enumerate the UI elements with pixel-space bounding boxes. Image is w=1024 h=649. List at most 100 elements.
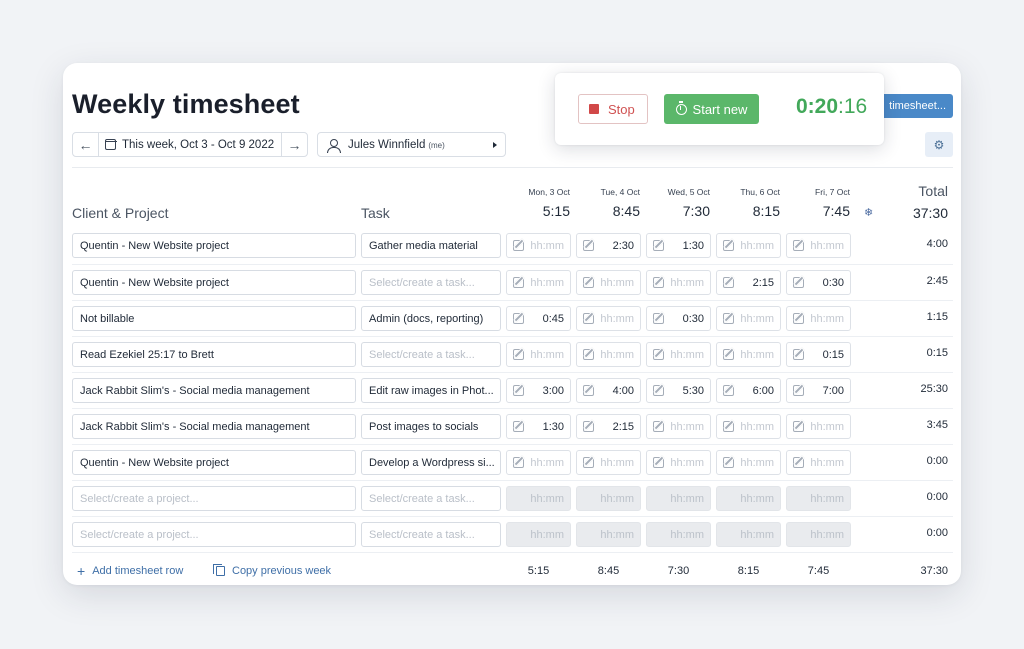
time-input[interactable]: 0:45	[506, 306, 571, 331]
time-input[interactable]: 0:30	[646, 306, 711, 331]
time-value: hh:mm	[530, 492, 564, 505]
time-input: hh:mm	[646, 486, 711, 511]
settings-button[interactable]: ⚙	[925, 132, 953, 157]
time-input[interactable]: hh:mm	[786, 306, 851, 331]
time-input[interactable]: hh:mm	[786, 450, 851, 475]
time-input[interactable]: hh:mm	[646, 270, 711, 295]
edit-icon	[653, 349, 664, 360]
project-select[interactable]: Read Ezekiel 25:17 to Brett	[72, 342, 356, 367]
time-input[interactable]: hh:mm	[646, 450, 711, 475]
time-input[interactable]: hh:mm	[716, 233, 781, 258]
time-input[interactable]: 3:00	[506, 378, 571, 403]
time-value: hh:mm	[740, 239, 774, 252]
project-select[interactable]: Jack Rabbit Slim's - Social media manage…	[72, 378, 356, 403]
grand-total: 37:30	[912, 205, 948, 221]
time-input[interactable]: hh:mm	[576, 342, 641, 367]
time-input[interactable]: hh:mm	[506, 450, 571, 475]
task-select[interactable]: Select/create a task...	[361, 342, 501, 367]
time-input[interactable]: hh:mm	[716, 342, 781, 367]
edit-icon	[723, 349, 734, 360]
time-input[interactable]: 2:15	[576, 414, 641, 439]
time-input[interactable]: 2:15	[716, 270, 781, 295]
time-value: hh:mm	[810, 420, 844, 433]
weekend-toggle-snowflake-icon[interactable]: ❄	[864, 207, 874, 219]
time-input[interactable]: 4:00	[576, 378, 641, 403]
time-input[interactable]: 1:30	[506, 414, 571, 439]
copy-icon	[213, 564, 225, 576]
start-new-timer-button[interactable]: Start new	[664, 94, 759, 124]
project-select[interactable]: Quentin - New Website project	[72, 450, 356, 475]
time-input[interactable]: 6:00	[716, 378, 781, 403]
time-input[interactable]: hh:mm	[786, 414, 851, 439]
time-input[interactable]: 0:30	[786, 270, 851, 295]
time-input[interactable]: 2:30	[576, 233, 641, 258]
time-input[interactable]: hh:mm	[716, 306, 781, 331]
time-input[interactable]: hh:mm	[716, 450, 781, 475]
task-select[interactable]: Select/create a task...	[361, 270, 501, 295]
footer-day-total: 8:15	[737, 565, 760, 577]
project-select[interactable]: Quentin - New Website project	[72, 270, 356, 295]
time-input[interactable]: hh:mm	[506, 270, 571, 295]
project-select[interactable]: Quentin - New Website project	[72, 233, 356, 258]
time-input[interactable]: hh:mm	[506, 233, 571, 258]
time-value: hh:mm	[740, 420, 774, 433]
time-value: hh:mm	[670, 420, 704, 433]
project-select[interactable]: Jack Rabbit Slim's - Social media manage…	[72, 414, 356, 439]
time-input[interactable]: hh:mm	[716, 414, 781, 439]
time-value: 2:15	[752, 276, 774, 289]
time-input[interactable]: hh:mm	[576, 270, 641, 295]
time-value: hh:mm	[740, 492, 774, 505]
time-input[interactable]: hh:mm	[646, 342, 711, 367]
edit-icon	[723, 457, 734, 468]
project-select[interactable]: Select/create a project...	[72, 486, 356, 511]
time-input[interactable]: 0:15	[786, 342, 851, 367]
task-select[interactable]: Gather media material	[361, 233, 501, 258]
task-select[interactable]: Admin (docs, reporting)	[361, 306, 501, 331]
task-select[interactable]: Post images to socials	[361, 414, 501, 439]
user-select[interactable]: Jules Winnfield (me)	[317, 132, 506, 157]
time-value: 2:30	[612, 239, 634, 252]
time-input[interactable]: 7:00	[786, 378, 851, 403]
timer-clock: 0:20:16	[796, 95, 867, 119]
add-timesheet-row-button[interactable]: + Add timesheet row	[77, 564, 183, 578]
prev-week-arrow-icon[interactable]: ←	[73, 133, 99, 156]
time-value: 0:30	[682, 312, 704, 325]
time-input[interactable]: hh:mm	[576, 306, 641, 331]
table-row: Quentin - New Website project Gather medi…	[72, 228, 953, 264]
row-total: 0:00	[926, 527, 948, 539]
week-range-picker[interactable]: This week, Oct 3 - Oct 9 2022	[99, 139, 274, 151]
project-column-header: Client & Project	[72, 205, 169, 221]
gear-icon: ⚙	[933, 137, 945, 152]
time-value: hh:mm	[600, 528, 634, 541]
task-select[interactable]: Develop a Wordpress si...	[361, 450, 501, 475]
row-total: 0:15	[926, 347, 948, 359]
project-select[interactable]: Select/create a project...	[72, 522, 356, 547]
time-value: 6:00	[752, 384, 774, 397]
table-row: Not billable Admin (docs, reporting) 0:45 h…	[72, 300, 953, 336]
time-input[interactable]: hh:mm	[506, 342, 571, 367]
next-week-arrow-icon[interactable]: →	[281, 133, 307, 156]
time-input[interactable]: hh:mm	[786, 233, 851, 258]
task-select[interactable]: Select/create a task...	[361, 522, 501, 547]
edit-icon	[793, 277, 804, 288]
table-row: Select/create a project... Select/create …	[72, 480, 953, 516]
footer-day-total: 7:30	[667, 565, 690, 577]
time-input: hh:mm	[576, 486, 641, 511]
time-input[interactable]: hh:mm	[576, 450, 641, 475]
time-input[interactable]: hh:mm	[646, 414, 711, 439]
day-header-fri: Fri, 7 Oct 7:45	[780, 187, 850, 219]
edit-icon	[653, 313, 664, 324]
time-value: hh:mm	[670, 348, 704, 361]
copy-previous-week-button[interactable]: Copy previous week	[213, 564, 331, 577]
task-select[interactable]: Edit raw images in Phot...	[361, 378, 501, 403]
timesheet-menu-button[interactable]: timesheet...	[872, 94, 953, 118]
stop-timer-button[interactable]: Stop	[578, 94, 648, 124]
project-select[interactable]: Not billable	[72, 306, 356, 331]
time-input[interactable]: 5:30	[646, 378, 711, 403]
time-input[interactable]: 1:30	[646, 233, 711, 258]
edit-icon	[513, 313, 524, 324]
edit-icon	[653, 457, 664, 468]
time-value: hh:mm	[530, 239, 564, 252]
task-select[interactable]: Select/create a task...	[361, 486, 501, 511]
footer-day-total: 8:45	[597, 565, 620, 577]
